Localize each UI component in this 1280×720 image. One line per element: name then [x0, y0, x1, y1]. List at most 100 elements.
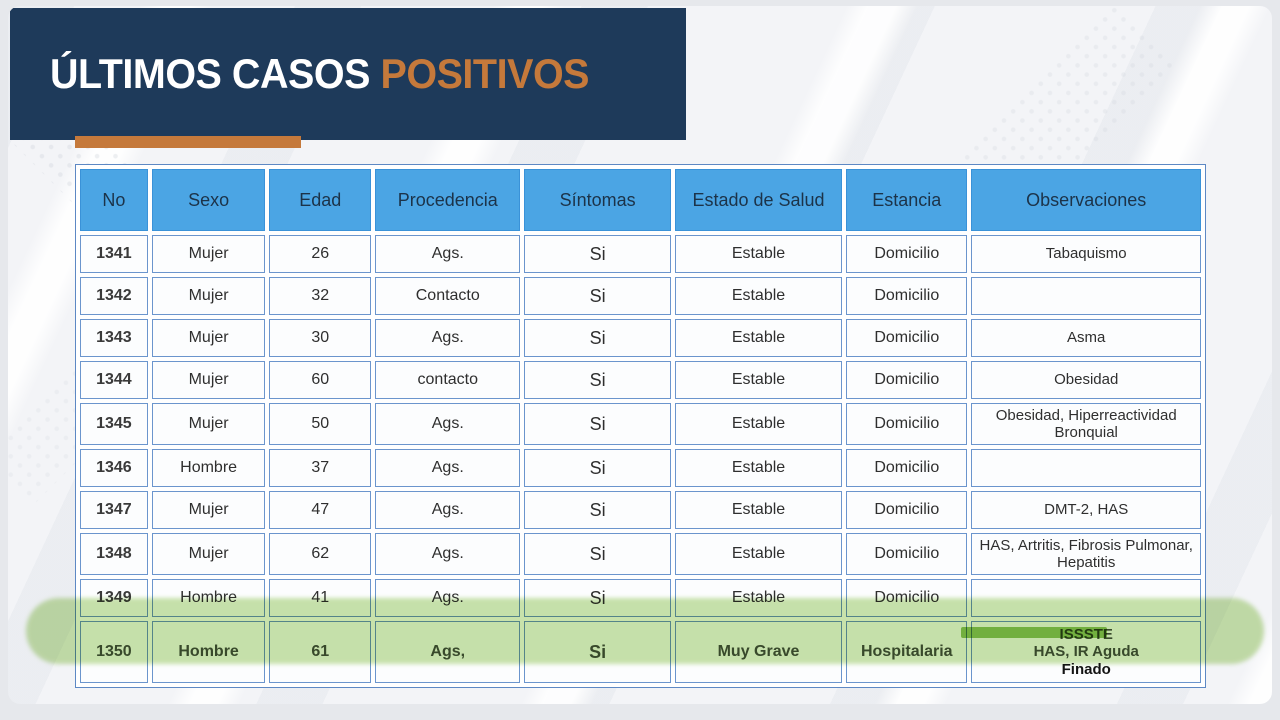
- cell-procedencia: Ags.: [375, 235, 521, 273]
- cell-estado: Estable: [674, 579, 843, 617]
- cell-sexo: Mujer: [151, 403, 266, 445]
- cell-estado: Estable: [674, 533, 843, 575]
- cell-no: 1342: [80, 277, 148, 315]
- table-row-1347: 1347 Mujer 47 Ags. Si Estable Domicilio DMT-2, …: [80, 491, 1201, 529]
- cell-procedencia: Ags.: [375, 579, 521, 617]
- column-header-sintomas: Síntomas: [524, 169, 671, 231]
- cell-sintomas: Si: [524, 491, 671, 529]
- cell-sexo: Mujer: [151, 277, 266, 315]
- cell-no: 1344: [80, 361, 148, 399]
- cell-procedencia: Contacto: [375, 277, 521, 315]
- cell-sintomas: Si: [524, 579, 671, 617]
- observacion-line: ISSSTE: [1059, 626, 1113, 644]
- cell-no: 1346: [80, 449, 148, 487]
- column-header-estado: Estado de Salud: [674, 169, 843, 231]
- cell-sintomas: Si: [524, 361, 671, 399]
- cell-sintomas: Si: [524, 621, 671, 683]
- cell-procedencia: Ags,: [375, 621, 521, 683]
- cell-estancia: Hospitalaria: [846, 621, 968, 683]
- cell-estancia: Domicilio: [846, 579, 968, 617]
- cell-estado: Estable: [674, 491, 843, 529]
- cell-procedencia: Ags.: [375, 533, 521, 575]
- cell-edad: 50: [269, 403, 372, 445]
- cell-estancia: Domicilio: [846, 235, 968, 273]
- cell-sexo: Hombre: [151, 621, 266, 683]
- cell-estancia: Domicilio: [846, 491, 968, 529]
- table-row-1342: 1342 Mujer 32 Contacto Si Estable Domicilio: [80, 277, 1201, 315]
- table-body: 1341 Mujer 26 Ags. Si Estable Domicilio Tabaqui…: [80, 235, 1201, 683]
- cell-procedencia: Ags.: [375, 491, 521, 529]
- cell-sintomas: Si: [524, 449, 671, 487]
- cell-no: 1343: [80, 319, 148, 357]
- cell-observaciones: ISSSTE HAS, IR Aguda Finado: [971, 621, 1201, 683]
- cell-edad: 60: [269, 361, 372, 399]
- cell-edad: 32: [269, 277, 372, 315]
- cell-procedencia: Ags.: [375, 449, 521, 487]
- title-underline-bar: [75, 136, 301, 148]
- cell-sexo: Mujer: [151, 319, 266, 357]
- cell-procedencia: contacto: [375, 361, 521, 399]
- cell-estado: Estable: [674, 277, 843, 315]
- observacion-line: Finado: [1061, 660, 1111, 678]
- cell-no: 1345: [80, 403, 148, 445]
- cell-estado: Estable: [674, 319, 843, 357]
- cell-sintomas: Si: [524, 403, 671, 445]
- cell-observaciones: [971, 579, 1201, 617]
- observacion-line: HAS, IR Aguda: [1033, 643, 1139, 661]
- page-title-accent: POSITIVOS: [380, 50, 590, 97]
- column-header-estancia: Estancia: [846, 169, 968, 231]
- cell-no: 1350: [80, 621, 148, 683]
- cases-table-wrap: No Sexo Edad Procedencia Síntomas Estado de S…: [75, 164, 1206, 688]
- cell-procedencia: Ags.: [375, 319, 521, 357]
- cell-estado: Estable: [674, 235, 843, 273]
- cell-edad: 37: [269, 449, 372, 487]
- cell-sintomas: Si: [524, 533, 671, 575]
- cell-sexo: Hombre: [151, 449, 266, 487]
- cell-observaciones: Obesidad: [971, 361, 1201, 399]
- table-row-1344: 1344 Mujer 60 contacto Si Estable Domicilio Obe…: [80, 361, 1201, 399]
- column-header-no: No: [80, 169, 148, 231]
- cell-edad: 30: [269, 319, 372, 357]
- cell-estado: Muy Grave: [674, 621, 843, 683]
- cell-edad: 61: [269, 621, 372, 683]
- table-row-1345: 1345 Mujer 50 Ags. Si Estable Domicilio Obesida…: [80, 403, 1201, 445]
- cell-sexo: Mujer: [151, 533, 266, 575]
- cell-estancia: Domicilio: [846, 533, 968, 575]
- table-header-row: No Sexo Edad Procedencia Síntomas Estado de S…: [80, 169, 1201, 231]
- cell-no: 1347: [80, 491, 148, 529]
- column-header-sexo: Sexo: [151, 169, 266, 231]
- page-title-main: ÚLTIMOS CASOS: [50, 50, 370, 97]
- cell-sexo: Mujer: [151, 491, 266, 529]
- cell-edad: 47: [269, 491, 372, 529]
- cell-no: 1349: [80, 579, 148, 617]
- cell-observaciones: Asma: [971, 319, 1201, 357]
- table-row-1350: 1350 Hombre 61 Ags, Si Muy Grave Hospitalaria I…: [80, 621, 1201, 683]
- cell-estancia: Domicilio: [846, 277, 968, 315]
- cell-estancia: Domicilio: [846, 403, 968, 445]
- cell-sexo: Hombre: [151, 579, 266, 617]
- cell-observaciones: Obesidad, Hiperreactividad Bronquial: [971, 403, 1201, 445]
- column-header-edad: Edad: [269, 169, 372, 231]
- cell-estancia: Domicilio: [846, 361, 968, 399]
- cell-estado: Estable: [674, 449, 843, 487]
- table-row-1341: 1341 Mujer 26 Ags. Si Estable Domicilio Tabaqui…: [80, 235, 1201, 273]
- column-header-obs: Observaciones: [971, 169, 1201, 231]
- cell-sintomas: Si: [524, 235, 671, 273]
- cell-no: 1341: [80, 235, 148, 273]
- cell-edad: 41: [269, 579, 372, 617]
- cell-estado: Estable: [674, 361, 843, 399]
- cell-observaciones: DMT-2, HAS: [971, 491, 1201, 529]
- slide: ÚLTIMOS CASOS POSITIVOS No Sexo Edad Proced…: [8, 6, 1272, 704]
- column-header-procedencia: Procedencia: [375, 169, 521, 231]
- table-row-1348: 1348 Mujer 62 Ags. Si Estable Domicilio HAS, Ar…: [80, 533, 1201, 575]
- cell-observaciones: [971, 277, 1201, 315]
- page-title: ÚLTIMOS CASOS POSITIVOS: [50, 50, 590, 98]
- cell-sintomas: Si: [524, 319, 671, 357]
- table-row-1346: 1346 Hombre 37 Ags. Si Estable Domicilio: [80, 449, 1201, 487]
- title-block: ÚLTIMOS CASOS POSITIVOS: [10, 8, 686, 140]
- cell-edad: 26: [269, 235, 372, 273]
- cell-observaciones: [971, 449, 1201, 487]
- cell-sexo: Mujer: [151, 361, 266, 399]
- table-row-1343: 1343 Mujer 30 Ags. Si Estable Domicilio Asma: [80, 319, 1201, 357]
- cell-sintomas: Si: [524, 277, 671, 315]
